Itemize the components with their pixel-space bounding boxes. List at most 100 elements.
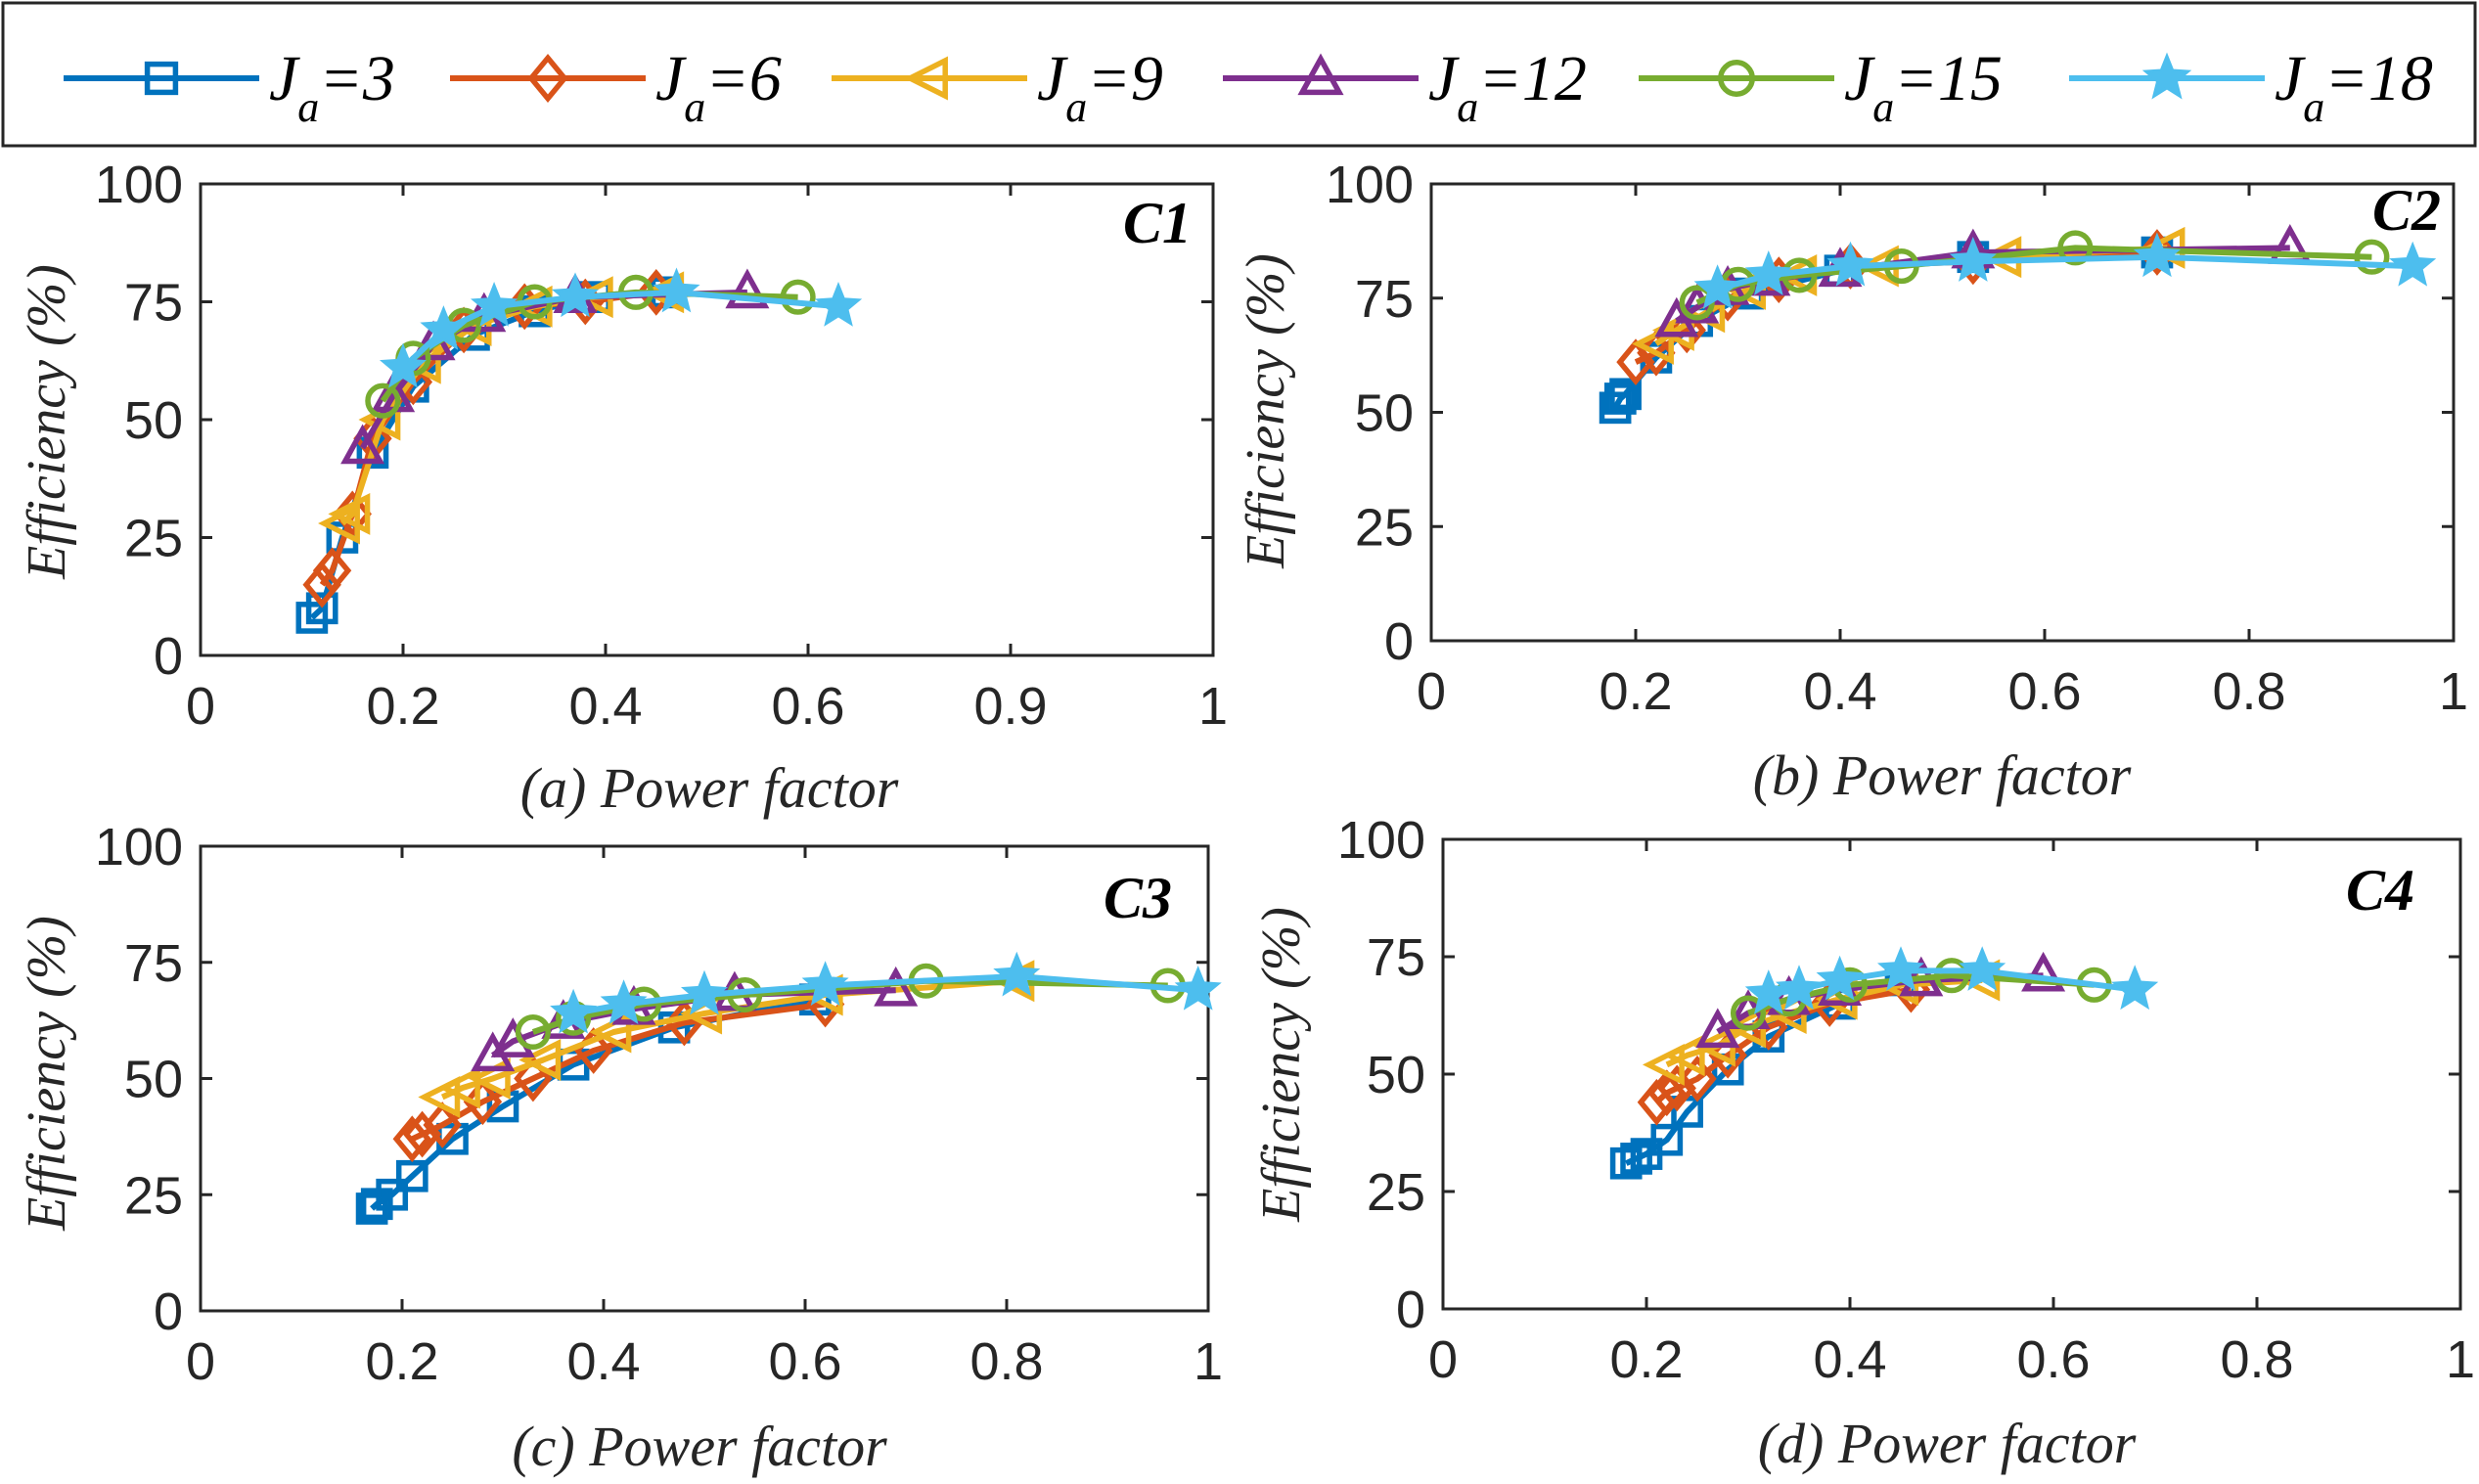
legend-item: Ja=9 (832, 43, 1163, 131)
x-tick-label: 1 (1194, 1332, 1223, 1391)
panel-c2: 0 0.2 0.4 0.6 0.8 1 0 25 50 75 100 C2 (b) Power fa… (1236, 156, 2468, 807)
x-tick-label: 0.8 (2220, 1330, 2293, 1389)
plot-area (199, 182, 1215, 657)
x-axis-label-c2: (b) Power factor (1753, 743, 2132, 807)
y-axis-label-c4: Efficiency (%) (1251, 907, 1312, 1223)
data-point (2138, 229, 2177, 276)
y-tick-label: 100 (95, 818, 183, 877)
data-point (379, 342, 428, 388)
legend-item: Ja=15 (1639, 43, 2003, 131)
data-point (1174, 965, 1222, 1011)
data-point (2389, 241, 2437, 287)
data-point (725, 268, 770, 309)
data-point (1744, 250, 1792, 295)
x-axis-label-c1: (a) Power factor (520, 756, 899, 820)
legend: Ja=3 Ja=6 Ja=9 Ja=12 Ja=15 Ja=18 (1, 1, 2477, 148)
x-tick-label: 1 (1198, 677, 1228, 736)
x-tick-label: 0.2 (365, 1332, 438, 1391)
data-point (2354, 239, 2390, 275)
data-point (463, 1078, 503, 1126)
legend-label: Ja=9 (1037, 43, 1163, 131)
legend-label: Ja=15 (1844, 43, 2003, 131)
x-tick-label: 0.2 (1609, 1330, 1683, 1389)
data-point (1620, 1143, 1652, 1175)
y-tick-label: 50 (124, 1051, 183, 1109)
x-tick-label: 0.4 (1813, 1330, 1886, 1389)
data-point (518, 1039, 562, 1081)
data-point (2133, 232, 2182, 278)
y-tick-label: 0 (1396, 1281, 1425, 1339)
x-tick-label: 0.6 (2007, 662, 2081, 721)
data-point (471, 282, 518, 327)
panel-c4: 0 0.2 0.4 0.6 0.8 1 0 25 50 75 100 C4 (d) Power fa… (1251, 811, 2475, 1475)
y-tick-label: 100 (95, 156, 183, 214)
data-point (1979, 236, 2022, 279)
data-point (1933, 958, 1970, 994)
data-point (874, 966, 919, 1007)
data-point (1609, 1147, 1643, 1180)
y-tick-label: 25 (1355, 498, 1414, 557)
data-point (376, 1178, 409, 1211)
y-tick-label: 0 (1384, 612, 1414, 671)
data-point (801, 961, 849, 1006)
data-point (1609, 378, 1642, 411)
data-point (551, 272, 600, 318)
data-point (402, 1110, 442, 1158)
data-point (1650, 1123, 1684, 1156)
data-point (600, 979, 648, 1024)
data-point (2057, 230, 2094, 266)
data-point (1657, 1064, 1696, 1112)
x-tick-label: 0.6 (768, 1332, 841, 1391)
series-J_a=18 (1744, 946, 2159, 1014)
legend-item: Ja=3 (64, 43, 395, 131)
data-point (1603, 382, 1637, 415)
y-axis-label-c2: Efficiency (%) (1236, 253, 1296, 569)
y-tick-label: 75 (124, 274, 183, 333)
legend-box (1, 1, 2477, 148)
legend-label: Ja=6 (655, 43, 782, 131)
data-point (515, 1013, 551, 1051)
y-tick-label: 75 (1367, 928, 1425, 987)
x-tick-label: 0.6 (771, 677, 844, 736)
plot-area (1441, 837, 2462, 1311)
panel-c1: 0 0.2 0.4 0.6 0.9 1 0 25 50 75 100 C1 (a) Power fa… (17, 156, 1228, 820)
legend-marker (904, 56, 948, 101)
data-point (1695, 1008, 1740, 1049)
data-point (1632, 323, 1674, 365)
series-J_a=18 (550, 951, 1222, 1034)
legend-marker (1718, 60, 1755, 97)
legend-label: Ja=18 (2275, 43, 2433, 131)
y-tick-label: 50 (1367, 1046, 1425, 1104)
data-point (1647, 1069, 1687, 1117)
y-tick-label: 50 (124, 391, 183, 450)
legend-label: Ja=12 (1428, 43, 1587, 131)
data-point (365, 382, 401, 419)
series-J_a=18 (1693, 232, 2437, 309)
legend-item: Ja=18 (2069, 43, 2433, 131)
y-tick-label: 25 (1367, 1163, 1425, 1222)
x-axis-label-c3: (c) Power factor (512, 1415, 887, 1478)
y-tick-label: 0 (154, 1282, 183, 1341)
data-point (302, 561, 341, 608)
y-axis-label-c3: Efficiency (%) (17, 916, 77, 1232)
x-tick-label: 0.6 (2016, 1330, 2090, 1389)
x-tick-label: 0.4 (566, 1332, 640, 1391)
data-point (550, 988, 598, 1034)
series-line (440, 977, 1017, 1101)
data-point (1616, 338, 1655, 385)
data-point (1949, 237, 1997, 282)
panel-tag-c3: C3 (1104, 866, 1172, 930)
x-tick-label: 1 (2439, 662, 2468, 721)
x-tick-label: 0.9 (973, 677, 1047, 736)
data-point (1662, 1034, 1705, 1077)
data-point (680, 969, 729, 1015)
x-tick-label: 0.2 (1599, 662, 1672, 721)
x-tick-label: 1 (2446, 1330, 2475, 1389)
data-point (2021, 951, 2066, 992)
data-point (589, 1011, 632, 1054)
data-point (1730, 995, 1767, 1031)
data-point (392, 1115, 432, 1163)
legend-marker (527, 53, 568, 104)
data-point (1816, 955, 1864, 1001)
